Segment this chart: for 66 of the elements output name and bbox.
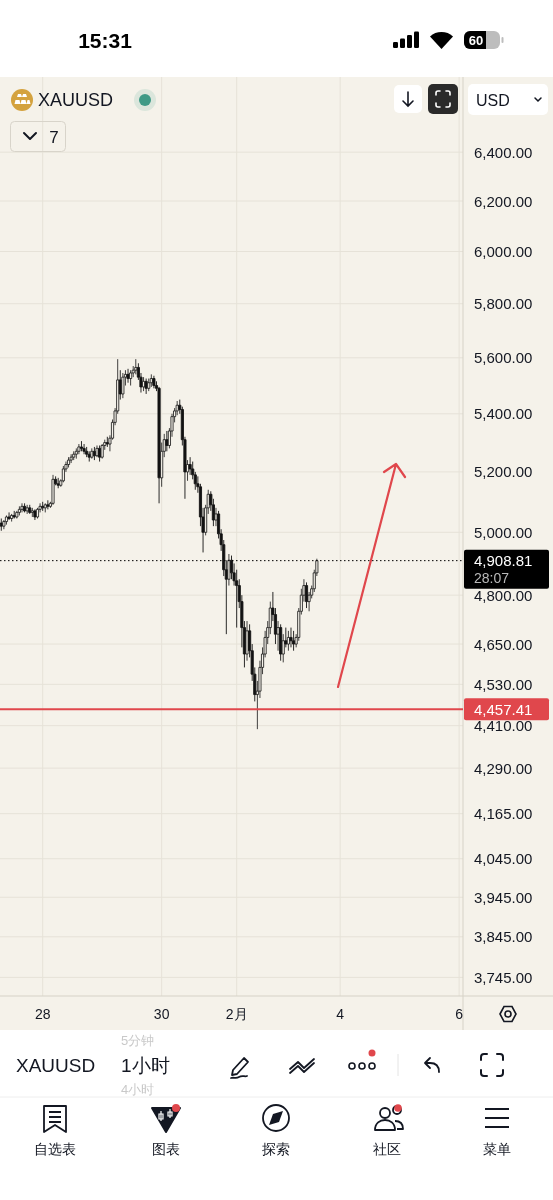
y-tick-label: 6,200.00 bbox=[474, 192, 533, 210]
text: 自选表 bbox=[34, 1141, 76, 1157]
candlestick bbox=[152, 375, 156, 389]
y-tick-label: 3,845.00 bbox=[474, 928, 533, 946]
text: 探索 bbox=[262, 1141, 290, 1157]
candlestick bbox=[51, 474, 55, 506]
y-tick-label: 3,945.00 bbox=[474, 888, 533, 906]
candlestick bbox=[85, 446, 89, 458]
candlestick bbox=[10, 513, 14, 522]
candlestick bbox=[17, 505, 21, 516]
ref-line: 4,908.81 28:07 bbox=[0, 549, 549, 589]
y-tick-label: 5,400.00 bbox=[474, 405, 533, 423]
candlestick bbox=[4, 515, 8, 526]
y-tick-label: 4,650.00 bbox=[474, 635, 533, 653]
text: XAUUSD bbox=[16, 1054, 96, 1076]
candlestick bbox=[79, 440, 84, 452]
text: USD bbox=[476, 91, 510, 109]
candlestick bbox=[105, 436, 109, 448]
candlestick bbox=[61, 465, 65, 483]
y-tick-label: 5,600.00 bbox=[474, 349, 533, 367]
candlestick bbox=[28, 504, 32, 515]
y-tick-label: 6,000.00 bbox=[474, 243, 533, 261]
y-tick-label: 3,745.00 bbox=[474, 968, 533, 986]
candlestick bbox=[147, 378, 151, 392]
candlestick bbox=[87, 450, 91, 463]
candlestick bbox=[95, 445, 99, 458]
y-tick-label: 4,800.00 bbox=[474, 586, 533, 604]
y-tick-label: 5,200.00 bbox=[474, 463, 533, 481]
annotation: 7 bbox=[49, 127, 59, 147]
y-tick-label: 5,000.00 bbox=[474, 523, 533, 541]
candlestick bbox=[142, 376, 146, 392]
x-tick-label: 6 bbox=[455, 1006, 464, 1022]
candlestick bbox=[36, 507, 40, 519]
ref-line: 4,457.41 bbox=[0, 698, 549, 721]
x-tick-label: 28 bbox=[34, 1006, 51, 1022]
candlestick bbox=[149, 373, 153, 388]
candlestick bbox=[69, 453, 73, 464]
candlestick bbox=[30, 507, 34, 518]
text: 图表 bbox=[152, 1141, 180, 1157]
ref-line-label: 4,908.81 28:07 bbox=[474, 552, 533, 586]
y-tick-label: 4,530.00 bbox=[474, 675, 533, 693]
candlestick bbox=[304, 581, 309, 609]
candlestick bbox=[20, 502, 24, 513]
x-tick-label: 4 bbox=[336, 1006, 345, 1022]
y-tick-label: 4,290.00 bbox=[474, 759, 533, 777]
y-tick-label: 5,800.00 bbox=[474, 295, 533, 313]
candlestick bbox=[12, 510, 16, 519]
candlestick bbox=[121, 372, 125, 399]
candlestick bbox=[0, 518, 3, 532]
candlestick bbox=[286, 630, 290, 652]
ref-line-label: 4,457.41 bbox=[474, 700, 533, 718]
text: XAUUSD bbox=[38, 90, 114, 110]
y-tick-label: 4,165.00 bbox=[474, 805, 533, 823]
candlestick bbox=[15, 510, 19, 519]
text: 60 bbox=[468, 33, 484, 48]
y-tick-label: 4,045.00 bbox=[474, 850, 533, 868]
text: 1小时 bbox=[121, 1054, 170, 1076]
y-tick-label: 6,400.00 bbox=[474, 143, 533, 161]
x-tick-label: 2月 bbox=[225, 1006, 248, 1022]
candlestick bbox=[7, 511, 11, 521]
text: 菜单 bbox=[483, 1141, 511, 1157]
candlestick bbox=[67, 456, 71, 468]
text: 15:31 bbox=[78, 28, 133, 52]
x-tick-label: 30 bbox=[153, 1006, 170, 1022]
text: 社区 bbox=[373, 1141, 401, 1157]
candlestick bbox=[129, 369, 133, 386]
